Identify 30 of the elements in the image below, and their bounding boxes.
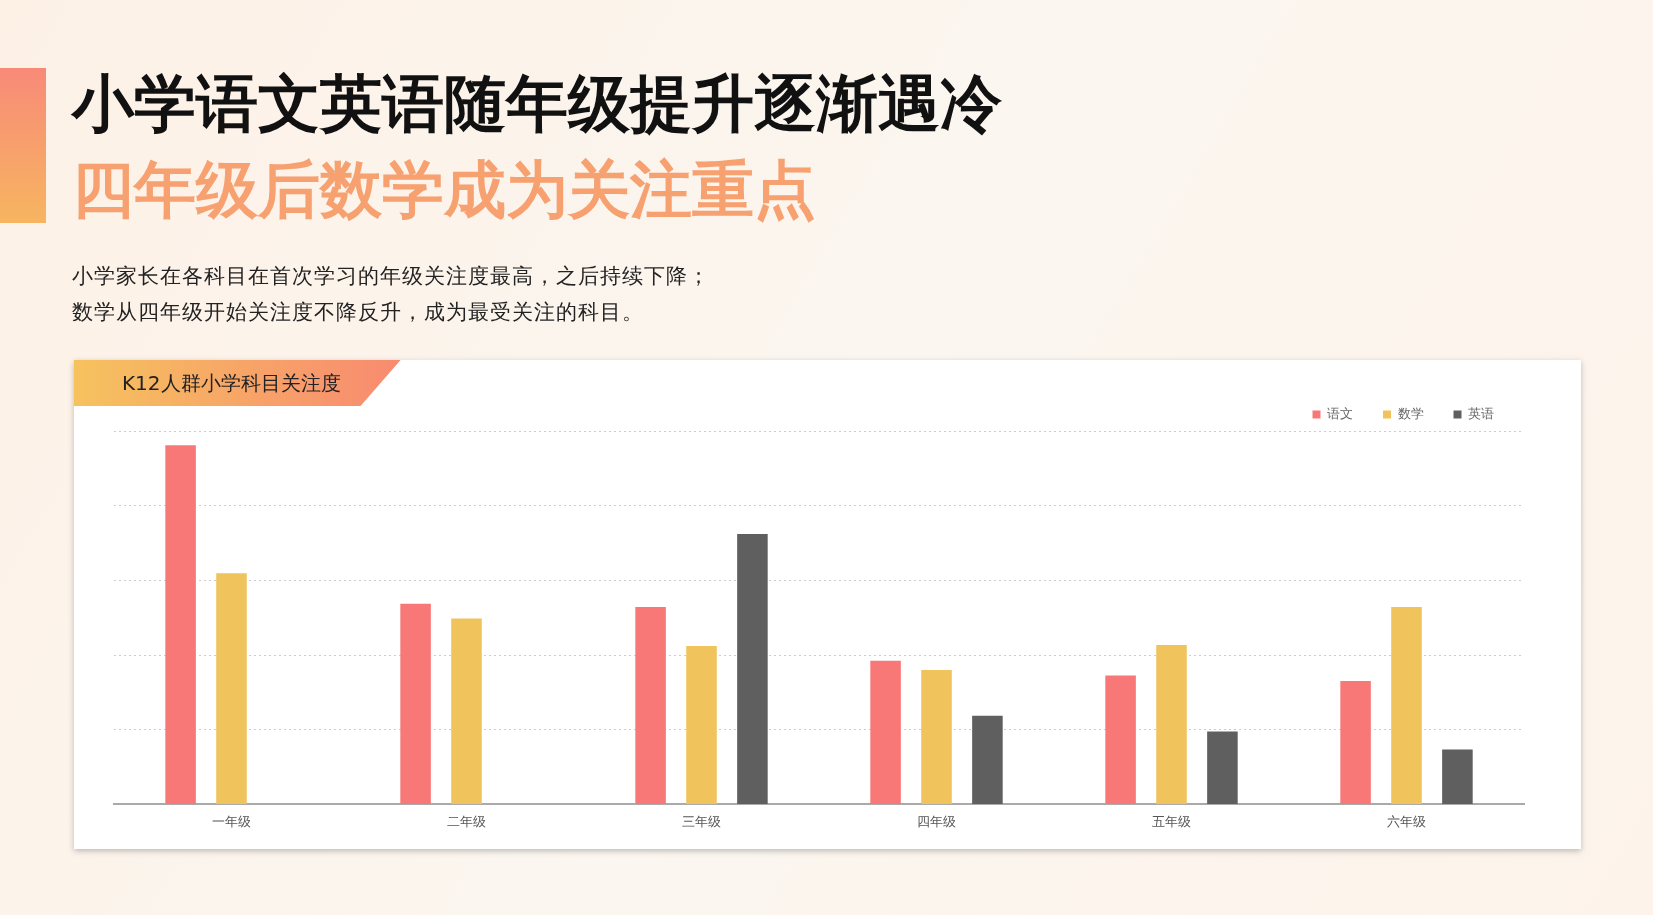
bar [686, 646, 717, 804]
legend-label: 语文 [1327, 405, 1353, 421]
chart-title: 小学语文英语随年级提升逐渐遇冷 [72, 66, 1002, 142]
x-tick-label: 五年级 [1152, 813, 1191, 829]
bar [1442, 749, 1473, 804]
bar [1105, 675, 1136, 804]
bar [737, 534, 768, 804]
x-tick-label: 四年级 [917, 813, 956, 829]
bar [921, 670, 952, 804]
x-tick-label: 二年级 [447, 813, 486, 829]
bar [1340, 680, 1371, 804]
bar [165, 445, 196, 804]
bar [870, 660, 901, 804]
bar [451, 618, 482, 804]
bar [1156, 644, 1187, 804]
bar [216, 573, 247, 804]
legend-label: 英语 [1468, 405, 1494, 421]
x-tick-label: 六年级 [1387, 813, 1426, 829]
legend-label: 数学 [1397, 405, 1424, 421]
bar [972, 715, 1003, 804]
text: K12人群小学科目关注度 [74, 360, 401, 406]
bar [635, 606, 666, 804]
x-tick-label: 一年级 [212, 813, 251, 829]
text: 数学从四年级开始关注度不降反升，成为最受关注的科目。 [72, 299, 645, 326]
text: 小学家长在各科目在首次学习的年级关注度最高，之后持续下降； [72, 263, 710, 290]
bar [1391, 606, 1422, 804]
x-tick-label: 三年级 [682, 813, 721, 829]
chart-subtitle: 四年级后数学成为关注重点 [72, 152, 816, 228]
bar [1207, 731, 1238, 804]
bar [400, 603, 431, 804]
